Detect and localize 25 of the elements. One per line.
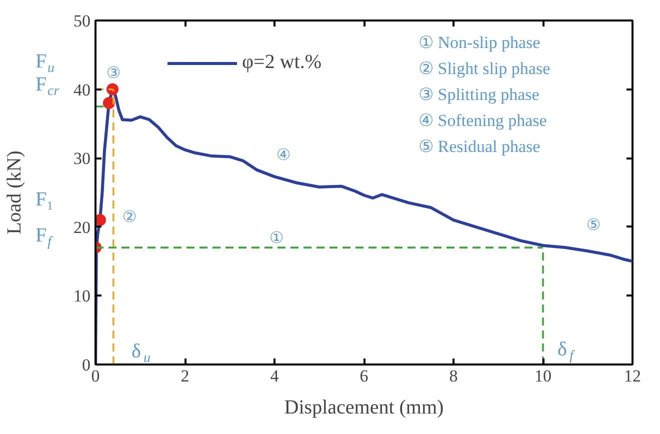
annotation: ① <box>269 228 284 247</box>
y-tick-label: 30 <box>74 149 90 168</box>
annotation: ⑤ Residual phase <box>418 137 540 156</box>
annotation: ① Non-slip phase <box>418 33 540 52</box>
x-tick-label: 6 <box>360 366 368 386</box>
y-tick-label: 20 <box>74 218 90 237</box>
annotation: ③ Splitting phase <box>418 85 540 104</box>
annotation: ④ <box>276 145 291 164</box>
annotation: ④ Softening phase <box>418 111 547 130</box>
x-tick-label: 12 <box>624 366 641 386</box>
annotation: ③ <box>106 63 121 82</box>
text: F₁ <box>36 188 54 210</box>
x-tick-label: 4 <box>270 366 280 386</box>
x-tick-label: 2 <box>180 366 190 386</box>
annotation: ② Slight slip phase <box>418 59 550 78</box>
annotation: ② <box>122 207 137 226</box>
x-tick-label: 8 <box>449 366 458 386</box>
y-tick-label: 40 <box>74 80 90 100</box>
legend-label: φ=2 wt.% <box>242 51 322 74</box>
y-tick-label: 50 <box>74 12 90 30</box>
annotation: ⑤ <box>586 215 601 234</box>
x-axis-title: Displacement (mm) <box>284 396 444 418</box>
y-tick-label: 10 <box>74 286 90 306</box>
y-axis-title: Load (kN) <box>4 150 26 234</box>
x-tick-label: 10 <box>534 366 552 386</box>
